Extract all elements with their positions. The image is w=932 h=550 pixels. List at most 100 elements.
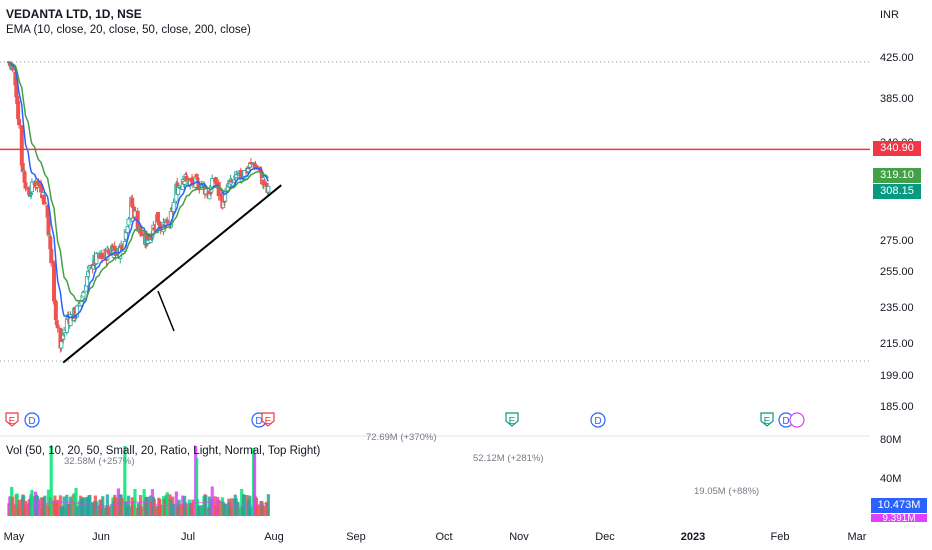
candle-body: [48, 236, 53, 250]
ema-20-line: [8, 61, 269, 302]
candle-body: [61, 334, 66, 340]
volume-annotation: 32.58M (+257%): [64, 456, 135, 467]
earnings-marker: E: [5, 412, 19, 427]
currency-label: INR: [880, 9, 899, 21]
ema-lines: [8, 61, 269, 319]
candle-body: [266, 185, 271, 193]
volume-bars: [7, 446, 270, 516]
dividend-letter: D: [594, 416, 601, 427]
x-tick-label: May: [4, 531, 25, 543]
candle-body: [139, 231, 144, 237]
candle-body: [126, 218, 131, 226]
volume-annotation: 52.12M (+281%): [473, 453, 544, 464]
volume-bar: [114, 497, 118, 516]
volume-bar: [43, 495, 47, 516]
volume-bar: [152, 499, 156, 516]
earnings-marker: E: [760, 412, 774, 427]
candle-body: [53, 301, 58, 320]
volume-bar: [58, 495, 63, 516]
candle-body: [194, 174, 199, 178]
dividend-badge-shape: [24, 412, 40, 428]
volume-last-tag: 10.473M: [871, 498, 927, 513]
volume-bar: [174, 491, 178, 516]
volume-bar: [266, 494, 270, 516]
volume-bar: [252, 454, 257, 516]
earnings-marker: E: [261, 412, 275, 427]
axes: 425.00385.00340.00275.00255.00235.00215.…: [4, 9, 914, 543]
candle-body: [184, 175, 189, 179]
candle-body: [261, 179, 266, 186]
candles: [6, 61, 271, 353]
candle-body: [86, 270, 91, 277]
volume-bar: [204, 495, 208, 516]
dividend-badge-shape: [590, 412, 606, 428]
volume-bar: [165, 492, 169, 516]
x-tick-label: Jul: [181, 531, 195, 543]
volume-bar: [62, 496, 66, 516]
candle-body: [28, 195, 33, 198]
short-trendline: [157, 290, 175, 332]
price-grid: [0, 61, 870, 437]
earnings-letter: E: [265, 416, 272, 427]
earnings-marker: E: [505, 412, 519, 427]
volume-bar: [75, 505, 79, 516]
y-tick-label: 275.00: [880, 235, 914, 247]
ema-legend[interactable]: EMA (10, close, 20, close, 50, close, 20…: [6, 24, 251, 36]
volume-ma-tag: 9.391M: [871, 514, 927, 522]
volume-bar: [126, 495, 131, 516]
earnings-badge-shape: [760, 412, 774, 427]
earnings-letter: E: [9, 416, 16, 427]
candle-body: [75, 305, 80, 318]
volume-bar: [30, 489, 34, 516]
candle-body: [19, 125, 24, 166]
dividend-letter: D: [255, 416, 262, 427]
candle-body: [23, 182, 28, 189]
candle-body: [59, 341, 64, 349]
volume-bar: [139, 506, 143, 516]
candle-body: [55, 324, 60, 329]
candle-body: [9, 67, 14, 69]
volume-bar: [81, 497, 86, 516]
volume-bar: [255, 504, 259, 516]
volume-bar: [195, 458, 199, 516]
y-tick-label: 199.00: [880, 370, 914, 382]
volume-bar: [146, 496, 150, 516]
volume-bar: [236, 501, 240, 516]
volume-bar: [11, 496, 15, 516]
candle-body: [213, 177, 218, 184]
last-price-tag: 308.15: [873, 184, 921, 199]
volume-annotation: 72.69M (+370%): [366, 432, 437, 443]
candle-body: [242, 170, 247, 180]
candle-body: [182, 180, 187, 185]
volume-bar: [217, 499, 221, 516]
volume-annotation: 19.05M (+88%): [694, 486, 759, 497]
volume-bar: [191, 499, 195, 516]
candle-body: [54, 320, 59, 326]
volume-bar: [229, 498, 234, 516]
candle-body: [235, 173, 240, 176]
x-tick-label: Sep: [346, 531, 366, 543]
symbol-title[interactable]: VEDANTA LTD, 1D, NSE: [6, 7, 142, 21]
volume-bar: [39, 497, 43, 516]
x-tick-label: Nov: [509, 531, 529, 543]
x-tick-label: 2023: [681, 531, 705, 543]
y-tick-label: 385.00: [880, 93, 914, 105]
volume-legend[interactable]: Vol (50, 10, 20, 50, Small, 20, Ratio, L…: [6, 445, 321, 457]
ema-price-tag: 319.10: [873, 168, 921, 183]
drawing-lines: [0, 148, 870, 364]
volume-bar: [138, 495, 143, 516]
candle-body: [125, 226, 130, 233]
x-tick-label: Mar: [848, 531, 867, 543]
candle-body: [16, 100, 21, 120]
candle-body: [52, 261, 57, 302]
y-tick-label: 185.00: [880, 401, 914, 413]
earnings-badge-shape: [5, 412, 19, 427]
earnings-badge-shape: [505, 412, 519, 427]
volume-bar: [94, 501, 98, 516]
volume-bar: [46, 489, 51, 516]
volume-bar: [17, 499, 21, 516]
volume-bar: [262, 506, 266, 516]
volume-bar: [123, 446, 127, 516]
volume-bar: [49, 446, 53, 516]
